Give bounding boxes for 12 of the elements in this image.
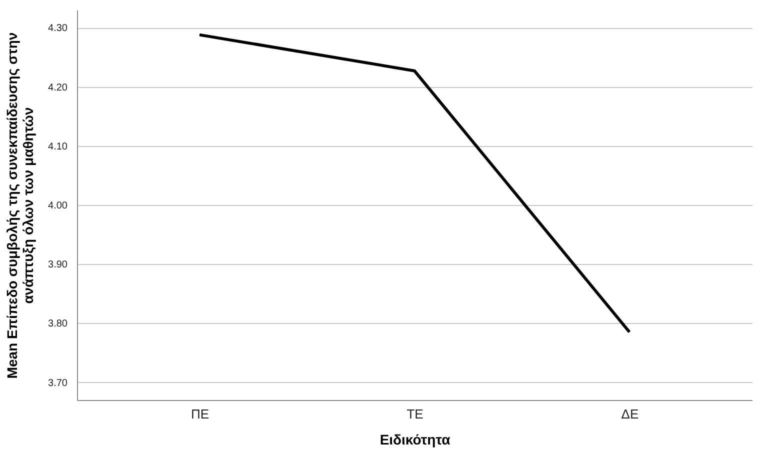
x-axis-title: Ειδικότητα	[380, 432, 451, 448]
x-tick-label: ΠΕ	[191, 406, 210, 422]
y-axis-title: Mean Επίπεδο συμβολής της συνεκπαίδευσης στην ανάπτυξη όλων των μαθητών	[4, 32, 36, 379]
y-tick-label: 4.20	[48, 82, 68, 94]
y-tick-label: 4.00	[48, 200, 68, 212]
y-tick-label: 3.70	[48, 378, 68, 389]
y-tick-label: 4.30	[48, 23, 68, 34]
y-tick-label: 3.80	[48, 318, 68, 330]
y-tick-label: 3.90	[48, 260, 68, 271]
x-tick-label: ΔΕ	[621, 406, 639, 422]
x-tick-label: ΤΕ	[406, 406, 424, 422]
y-tick-label: 4.10	[48, 141, 68, 152]
